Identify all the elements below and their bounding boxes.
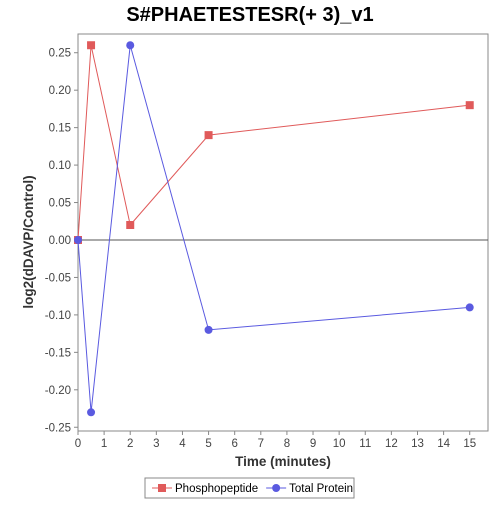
legend-marker-total-protein xyxy=(272,484,281,492)
legend-label-phosphopeptide: Phosphopeptide xyxy=(175,483,258,495)
x-axis-title: Time (minutes) xyxy=(235,454,331,469)
x-tick-label: 15 xyxy=(463,438,476,450)
x-tick-label: 14 xyxy=(437,438,450,450)
x-tick-label: 7 xyxy=(258,438,264,450)
y-tick-label: -0.05 xyxy=(45,272,71,284)
data-point-total-protein xyxy=(204,325,213,334)
y-tick-label: -0.25 xyxy=(45,422,71,434)
legend-marker-phosphopeptide xyxy=(158,484,166,492)
data-point-total-protein xyxy=(74,235,82,244)
y-tick-label: 0.25 xyxy=(49,48,71,60)
x-tick-label: 1 xyxy=(101,438,107,450)
x-tick-label: 9 xyxy=(310,438,316,450)
y-tick-label: -0.20 xyxy=(45,385,71,397)
x-tick-label: 6 xyxy=(231,438,237,450)
y-tick-label: 0.15 xyxy=(49,123,71,135)
y-tick-label: 0.05 xyxy=(49,198,71,210)
x-tick-label: 0 xyxy=(75,438,81,450)
y-tick-label: 0.00 xyxy=(49,235,71,247)
y-tick-label: -0.10 xyxy=(45,310,71,322)
y-tick-label: -0.15 xyxy=(45,347,71,359)
legend: Phosphopeptide Total Protein xyxy=(144,477,355,499)
x-tick-label: 2 xyxy=(127,438,133,450)
x-tick-label: 5 xyxy=(205,438,211,450)
data-point-phosphopeptide xyxy=(204,131,213,140)
x-tick-label: 4 xyxy=(179,438,186,450)
x-tick-label: 12 xyxy=(385,438,398,450)
y-axis-title: log2(dDAVP/Control) xyxy=(21,175,36,308)
x-tick-label: 8 xyxy=(284,438,290,450)
x-tick-label: 3 xyxy=(153,438,159,450)
y-tick-label: 0.20 xyxy=(49,85,71,97)
legend-box xyxy=(144,477,355,499)
x-tick-label: 11 xyxy=(359,438,371,450)
x-tick-label: 10 xyxy=(333,438,346,450)
data-point-total-protein xyxy=(126,41,135,50)
data-point-phosphopeptide xyxy=(126,221,135,230)
x-tick-label: 13 xyxy=(411,438,424,450)
legend-label-total-protein: Total Protein xyxy=(289,483,353,495)
data-point-total-protein xyxy=(87,408,96,417)
data-point-phosphopeptide xyxy=(465,101,474,110)
plot-area: -0.25 -0.20 -0.15 -0.10 -0.05 0.00 0.05 0.10 0.1… xyxy=(45,33,489,450)
chart-title: S#PHAETESTESR(+ 3)_v1 xyxy=(126,4,373,26)
y-tick-label: 0.10 xyxy=(49,160,71,172)
plot-frame xyxy=(77,33,489,432)
data-point-total-protein xyxy=(465,303,474,312)
data-point-phosphopeptide xyxy=(87,41,96,50)
